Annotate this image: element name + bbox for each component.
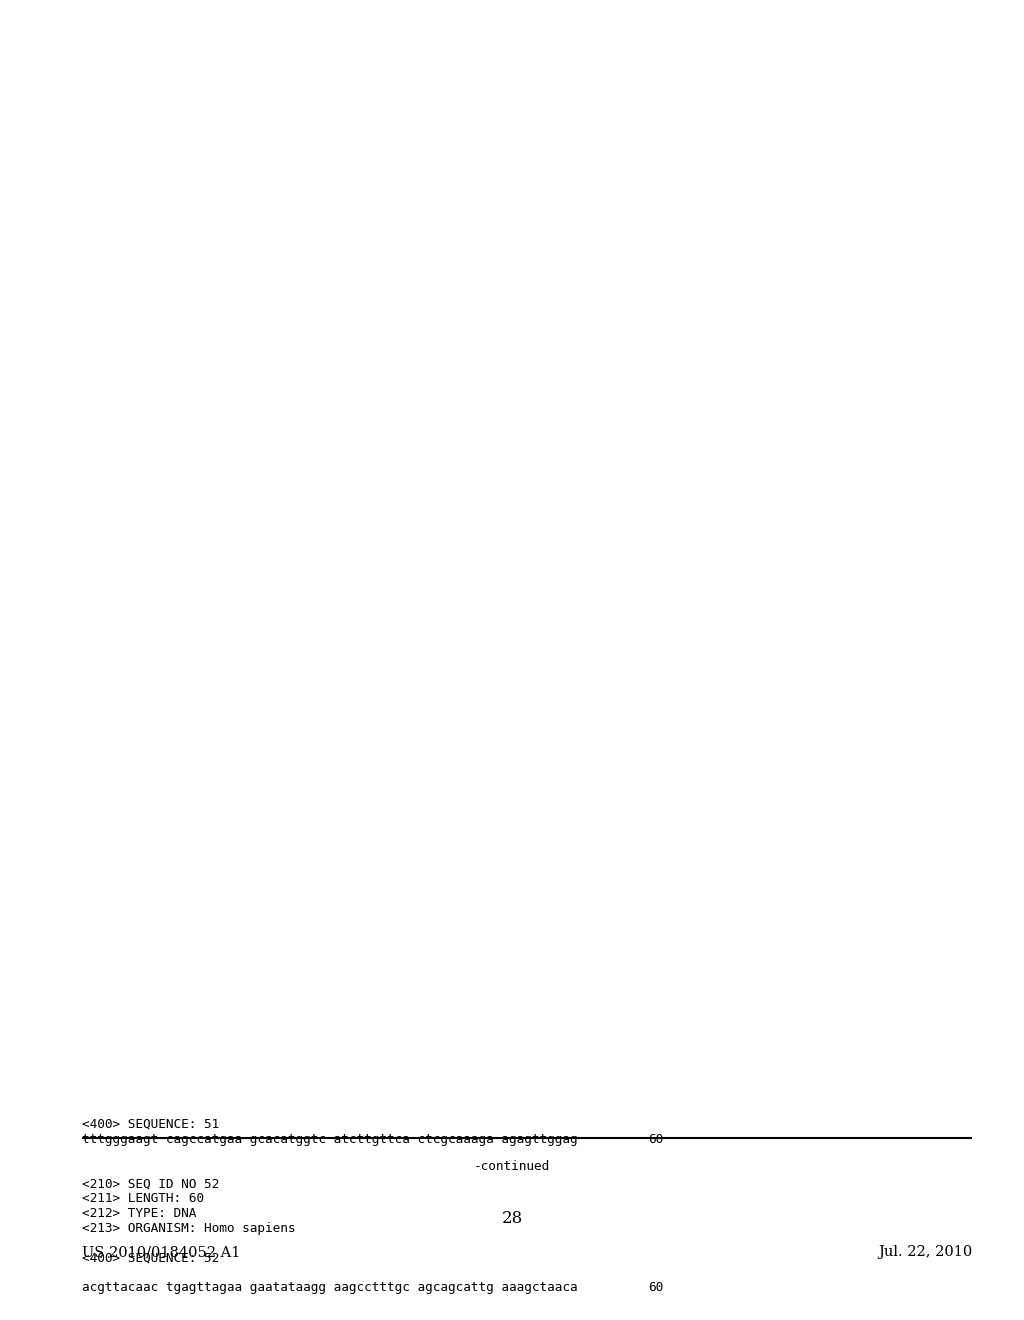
- Text: tttgggaagt cagccatgaa gcacatggtc atcttgttca ctcgcaaaga agagttggag: tttgggaagt cagccatgaa gcacatggtc atcttgt…: [82, 1133, 578, 1146]
- Text: <211> LENGTH: 60: <211> LENGTH: 60: [82, 1192, 204, 1205]
- Text: <400> SEQUENCE: 51: <400> SEQUENCE: 51: [82, 1118, 219, 1131]
- Text: <213> ORGANISM: Homo sapiens: <213> ORGANISM: Homo sapiens: [82, 1221, 296, 1234]
- Text: acgttacaac tgagttagaa gaatataagg aagcctttgc agcagcattg aaagctaaca: acgttacaac tgagttagaa gaatataagg aagcctt…: [82, 1280, 578, 1294]
- Text: 28: 28: [502, 1210, 522, 1228]
- Text: 60: 60: [648, 1280, 664, 1294]
- Text: <210> SEQ ID NO 52: <210> SEQ ID NO 52: [82, 1177, 219, 1191]
- Text: 60: 60: [648, 1133, 664, 1146]
- Text: <400> SEQUENCE: 52: <400> SEQUENCE: 52: [82, 1251, 219, 1265]
- Text: US 2010/0184052 A1: US 2010/0184052 A1: [82, 1245, 241, 1259]
- Text: Jul. 22, 2010: Jul. 22, 2010: [878, 1245, 972, 1259]
- Text: -continued: -continued: [474, 1160, 550, 1173]
- Text: <212> TYPE: DNA: <212> TYPE: DNA: [82, 1206, 197, 1220]
